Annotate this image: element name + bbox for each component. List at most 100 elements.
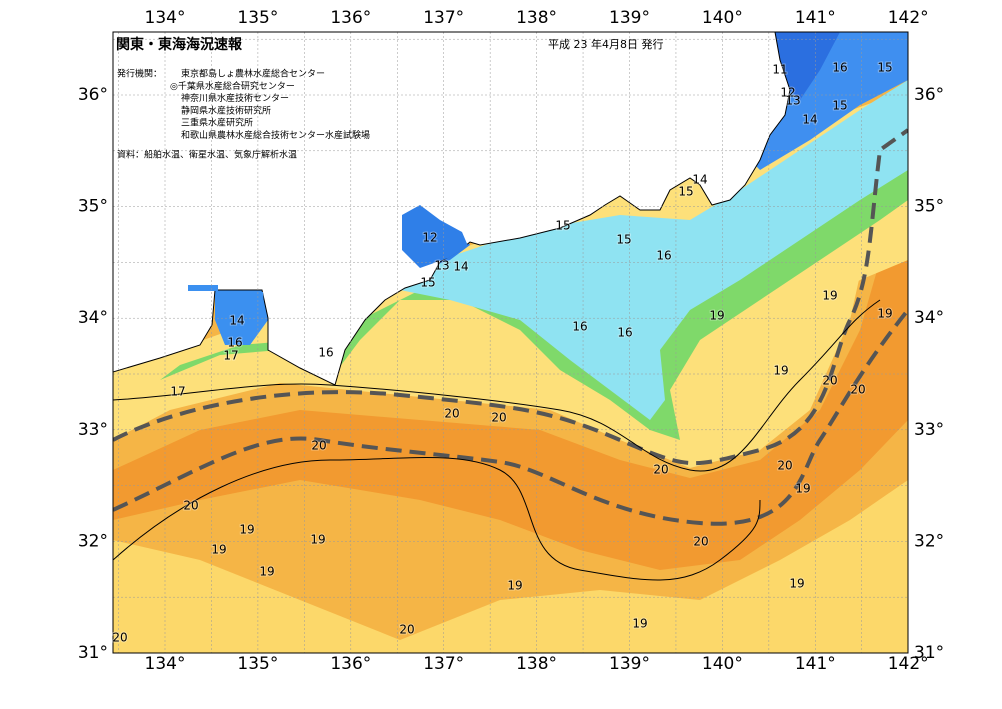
contour-label: 14	[802, 113, 817, 127]
lon-label-bottom: 138°	[516, 654, 557, 674]
contour-label: 14	[692, 173, 707, 187]
contour-label: 19	[709, 309, 724, 323]
contour-label: 19	[239, 523, 254, 537]
kuroshio-axis-south	[113, 308, 908, 526]
contour-label: 20	[850, 383, 865, 397]
issue-date: 平成 23 年4月8日 発行	[548, 37, 663, 51]
contour-label: 20	[112, 631, 127, 645]
institution: 神奈川県水産技術センター	[181, 92, 289, 104]
lon-label-bottom: 141°	[795, 654, 836, 674]
institution: 三重県水産研究所	[181, 117, 253, 129]
lon-label-bottom: 134°	[145, 654, 186, 674]
bay-strip	[188, 285, 218, 291]
contour-label: 14	[453, 260, 468, 274]
osaka-bay-water	[218, 292, 265, 342]
contour-label: 19	[789, 577, 804, 591]
map-frame	[112, 31, 909, 654]
ise-bay-water	[402, 205, 468, 268]
lon-label-top: 142°	[888, 8, 929, 28]
lat-label-left: 31°	[78, 643, 108, 663]
lat-label-left: 32°	[78, 531, 108, 551]
contour-label: 12	[422, 231, 437, 245]
contour-label: 19	[211, 543, 226, 557]
map-area	[113, 32, 908, 653]
contour-label: 12	[780, 86, 795, 100]
contour-label: 20	[183, 499, 198, 513]
lon-label-bottom: 135°	[237, 654, 278, 674]
contour-20b	[113, 299, 881, 472]
lon-label-bottom: 142°	[888, 654, 929, 674]
lon-label-bottom: 139°	[609, 654, 650, 674]
contour-label: 16	[318, 346, 333, 360]
contour-label: 14	[229, 314, 244, 328]
lat-label-right: 32°	[914, 531, 944, 551]
lat-label-right: 33°	[914, 420, 944, 440]
contour-label: 17	[170, 385, 185, 399]
lon-label-bottom: 137°	[423, 654, 464, 674]
lon-label-bottom: 136°	[330, 654, 371, 674]
contour-label: 20	[777, 459, 792, 473]
contour-label: 19	[632, 617, 647, 631]
lat-label-right: 35°	[914, 197, 944, 217]
lon-label-top: 136°	[330, 8, 371, 28]
institutions-label: 発行機関：	[117, 68, 162, 80]
contour-label: 15	[616, 233, 631, 247]
contour-label: 19	[310, 533, 325, 547]
institution: 和歌山県農林水産総合技術センター水産試験場	[181, 129, 370, 141]
lat-label-left: 34°	[78, 308, 108, 328]
contour-label: 19	[822, 289, 837, 303]
contour-label: 16	[656, 249, 671, 263]
contour-label: 20	[311, 439, 326, 453]
contour-label: 20	[491, 411, 506, 425]
lat-label-left: 35°	[78, 197, 108, 217]
contour-label: 15	[832, 99, 847, 113]
lat-label-right: 31°	[914, 643, 944, 663]
grid	[113, 32, 908, 653]
contour-label: 19	[773, 364, 788, 378]
lon-label-bottom: 140°	[702, 654, 743, 674]
contour-label: 15	[420, 276, 435, 290]
contour-label: 19	[259, 565, 274, 579]
contour-label: 15	[555, 219, 570, 233]
contour-label: 19	[795, 482, 810, 496]
contour-label: 16	[227, 336, 242, 350]
contour-label: 11	[772, 63, 787, 77]
source: 資料：船舶水温、衛星水温、気象庁解析水温	[117, 149, 297, 161]
warm-yellow-south	[113, 480, 908, 653]
contour-label: 20	[653, 463, 668, 477]
lat-label-right: 34°	[914, 308, 944, 328]
title: 関東・東海海況速報	[116, 36, 243, 53]
lon-label-top: 134°	[145, 8, 186, 28]
lon-label-top: 141°	[795, 8, 836, 28]
contour-label: 16	[572, 320, 587, 334]
contour-label: 13	[785, 94, 800, 108]
blue-inner	[775, 32, 840, 100]
contour-label: 19	[877, 307, 892, 321]
axes: 134° 134° 135° 135° 136° 136° 137° 137° 138° 138°…	[78, 8, 944, 674]
contour-label: 16	[617, 326, 632, 340]
lat-label-left: 33°	[78, 420, 108, 440]
institution: ◎千葉県水産総合研究センター	[170, 80, 295, 92]
lon-label-top: 138°	[516, 8, 557, 28]
institution: 静岡県水産技術研究所	[181, 104, 271, 116]
contour-label: 20	[693, 535, 708, 549]
kuroshio-core	[113, 240, 908, 570]
contour-label: 20	[399, 623, 414, 637]
kuroshio-axis-north	[113, 128, 908, 466]
lon-label-top: 139°	[609, 8, 650, 28]
contour-label: 19	[507, 579, 522, 593]
contour-label: 16	[832, 61, 847, 75]
lon-label-top: 140°	[702, 8, 743, 28]
lat-label-right: 36°	[914, 85, 944, 105]
contour-label: 20	[444, 407, 459, 421]
land	[113, 32, 791, 386]
blue-zone	[740, 32, 908, 170]
cyan-zone	[400, 80, 908, 420]
contour-label: 15	[678, 185, 693, 199]
lon-label-top: 135°	[237, 8, 278, 28]
contour-label: 17	[223, 349, 238, 363]
contour-label: 15	[877, 61, 892, 75]
contour-20	[113, 457, 761, 581]
